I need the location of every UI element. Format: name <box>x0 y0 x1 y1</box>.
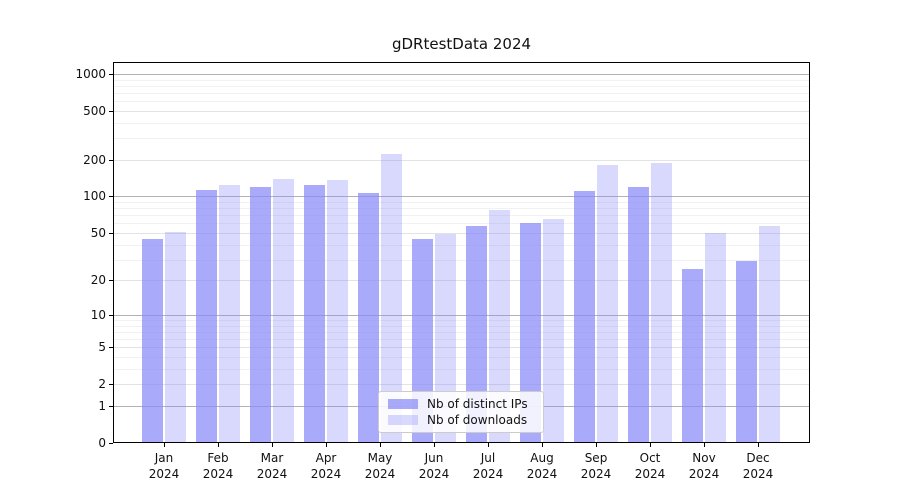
x-tick-label: May 2024 <box>364 451 396 481</box>
y-tick-mark <box>109 443 113 444</box>
x-tick-label: Aug 2024 <box>526 451 558 481</box>
y-tick-label: 50 <box>90 225 106 240</box>
x-tick-mark <box>488 443 489 447</box>
chart-title: gDRtestData 2024 <box>391 35 532 53</box>
legend-label: Nb of distinct IPs <box>427 397 528 411</box>
legend-swatch-downloads <box>388 415 418 425</box>
x-tick-mark <box>434 443 435 447</box>
x-tick-label: Dec 2024 <box>742 451 774 481</box>
plot-area <box>113 62 810 443</box>
x-tick-label: Nov 2024 <box>688 451 720 481</box>
legend-label: Nb of downloads <box>427 413 528 427</box>
y-tick-label: 20 <box>90 273 106 288</box>
y-tick-label: 1000 <box>75 66 106 81</box>
x-tick-mark <box>272 443 273 447</box>
x-tick-label: Apr 2024 <box>310 451 342 481</box>
x-tick-mark <box>704 443 705 447</box>
x-tick-mark <box>380 443 381 447</box>
y-tick-label: 10 <box>90 307 106 322</box>
legend-swatch-distinct-ips <box>388 399 418 409</box>
y-tick-label: 0 <box>98 436 106 450</box>
x-tick-mark <box>542 443 543 447</box>
legend-item-distinct-ips: Nb of distinct IPs <box>388 396 534 412</box>
x-tick-label: Sep 2024 <box>580 451 612 481</box>
x-tick-label: Jun 2024 <box>418 451 450 481</box>
x-tick-label: Oct 2024 <box>634 451 666 481</box>
y-tick-label: 5 <box>98 340 106 355</box>
y-tick-label: 1 <box>98 399 106 413</box>
y-tick-label: 2 <box>98 377 106 392</box>
x-tick-label: Mar 2024 <box>256 451 288 481</box>
x-tick-mark <box>758 443 759 447</box>
x-tick-mark <box>596 443 597 447</box>
x-tick-mark <box>650 443 651 447</box>
y-tick-label: 500 <box>83 103 106 118</box>
x-tick-mark <box>326 443 327 447</box>
legend-item-downloads: Nb of downloads <box>388 412 534 428</box>
x-tick-mark <box>218 443 219 447</box>
y-tick-label: 200 <box>83 152 106 167</box>
x-tick-label: Jul 2024 <box>472 451 504 481</box>
x-tick-label: Jan 2024 <box>148 451 180 481</box>
y-tick-label: 100 <box>83 189 106 204</box>
legend: Nb of distinct IPs Nb of downloads <box>378 391 544 433</box>
x-tick-label: Feb 2024 <box>202 451 234 481</box>
x-tick-mark <box>164 443 165 447</box>
